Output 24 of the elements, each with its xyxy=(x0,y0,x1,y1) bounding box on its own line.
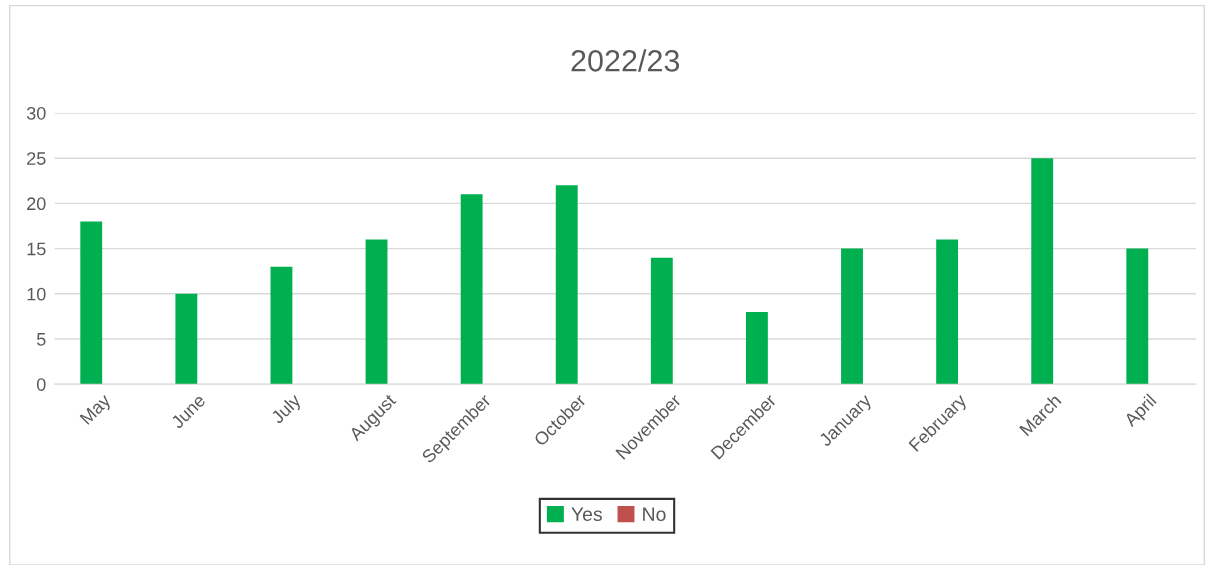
y-tick-label: 10 xyxy=(27,287,46,301)
y-tick-label: 15 xyxy=(27,242,46,256)
legend-label: Yes xyxy=(571,507,602,522)
y-tick-label: 25 xyxy=(27,152,46,165)
legend-label: No xyxy=(643,507,666,522)
bar xyxy=(745,311,768,385)
bar xyxy=(80,221,103,385)
y-tick-label: 20 xyxy=(27,197,46,211)
bar xyxy=(650,257,673,385)
bar xyxy=(175,293,198,385)
bar xyxy=(270,266,293,385)
bar xyxy=(841,248,863,385)
bar xyxy=(1031,158,1054,385)
bar xyxy=(555,185,578,385)
y-tick-label: 5 xyxy=(36,333,46,346)
bar xyxy=(936,239,959,385)
x-tick-label: July xyxy=(269,392,305,427)
x-tick-label: May xyxy=(79,393,115,428)
bar xyxy=(365,239,388,385)
y-tick-label: 0 xyxy=(36,378,46,391)
y-tick-label: 30 xyxy=(26,106,46,120)
bar xyxy=(1126,248,1149,385)
chart-title: 2022/23 xyxy=(571,49,680,72)
bar xyxy=(460,194,483,385)
